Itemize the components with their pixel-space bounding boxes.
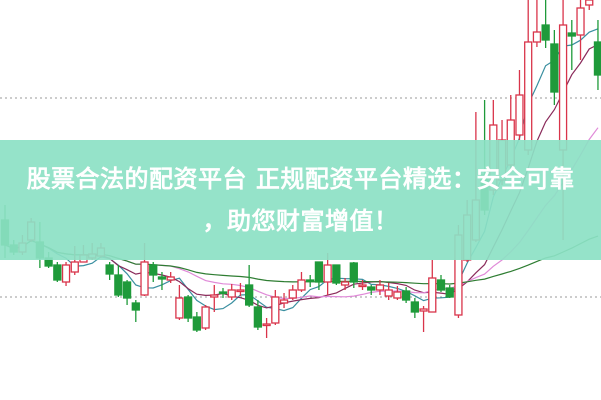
candle-down bbox=[253, 306, 263, 328]
candle-up bbox=[532, 31, 542, 43]
candle-up bbox=[262, 323, 271, 327]
candle-up bbox=[358, 284, 367, 288]
candle-up bbox=[585, 0, 594, 6]
candle-up bbox=[419, 308, 428, 312]
candle-down bbox=[332, 264, 341, 284]
banner-title-line-2: ，助您财富增值！ bbox=[202, 207, 399, 235]
candle-up bbox=[61, 264, 71, 283]
candle-up bbox=[515, 94, 524, 136]
candle-down bbox=[367, 286, 376, 291]
candle-up bbox=[524, 41, 533, 151]
candle-down bbox=[550, 43, 559, 93]
candle-down bbox=[157, 276, 167, 280]
candle-up bbox=[340, 281, 350, 286]
candle-up bbox=[288, 289, 297, 299]
candle-up bbox=[576, 7, 585, 36]
candle-up bbox=[384, 289, 393, 297]
candle-down bbox=[105, 264, 114, 275]
candle-down bbox=[183, 296, 193, 319]
candle-down bbox=[567, 32, 576, 37]
candle-up bbox=[323, 264, 332, 283]
candle-down bbox=[410, 301, 419, 313]
candle-up bbox=[236, 289, 245, 293]
candle-down bbox=[218, 291, 228, 295]
candle-down bbox=[349, 262, 358, 283]
candle-up bbox=[227, 289, 236, 298]
candle-down bbox=[149, 264, 158, 276]
candle-up bbox=[558, 24, 568, 151]
candle-up bbox=[140, 261, 149, 296]
candle-down bbox=[541, 24, 550, 41]
candle-up bbox=[393, 291, 402, 299]
candle-down bbox=[314, 261, 324, 283]
candle-up bbox=[279, 299, 289, 304]
candle-down bbox=[593, 41, 601, 76]
title-banner: 股票合法的配资平台 正规配资平台精选：安全可靠 ，助您财富增值！ bbox=[0, 140, 601, 260]
candle-up bbox=[297, 279, 306, 291]
candle-down bbox=[114, 274, 123, 296]
candle-up bbox=[166, 276, 175, 281]
candle-down bbox=[436, 279, 446, 291]
candle-down bbox=[53, 264, 62, 281]
candle-down bbox=[245, 284, 254, 306]
candle-up bbox=[175, 297, 184, 319]
candle-down bbox=[401, 290, 411, 301]
candle-down bbox=[445, 287, 454, 298]
candle-up bbox=[201, 306, 210, 329]
candle-up bbox=[271, 296, 280, 324]
candle-down bbox=[131, 302, 140, 311]
banner-title-line-1: 股票合法的配资平台 正规配资平台精选：安全可靠 bbox=[26, 165, 575, 193]
candle-down bbox=[306, 279, 315, 283]
candle-up bbox=[375, 284, 385, 291]
candle-up bbox=[70, 261, 79, 273]
candle-up bbox=[210, 294, 219, 298]
candle-up bbox=[428, 277, 437, 313]
candle-down bbox=[192, 316, 201, 331]
candle-down bbox=[122, 281, 132, 299]
